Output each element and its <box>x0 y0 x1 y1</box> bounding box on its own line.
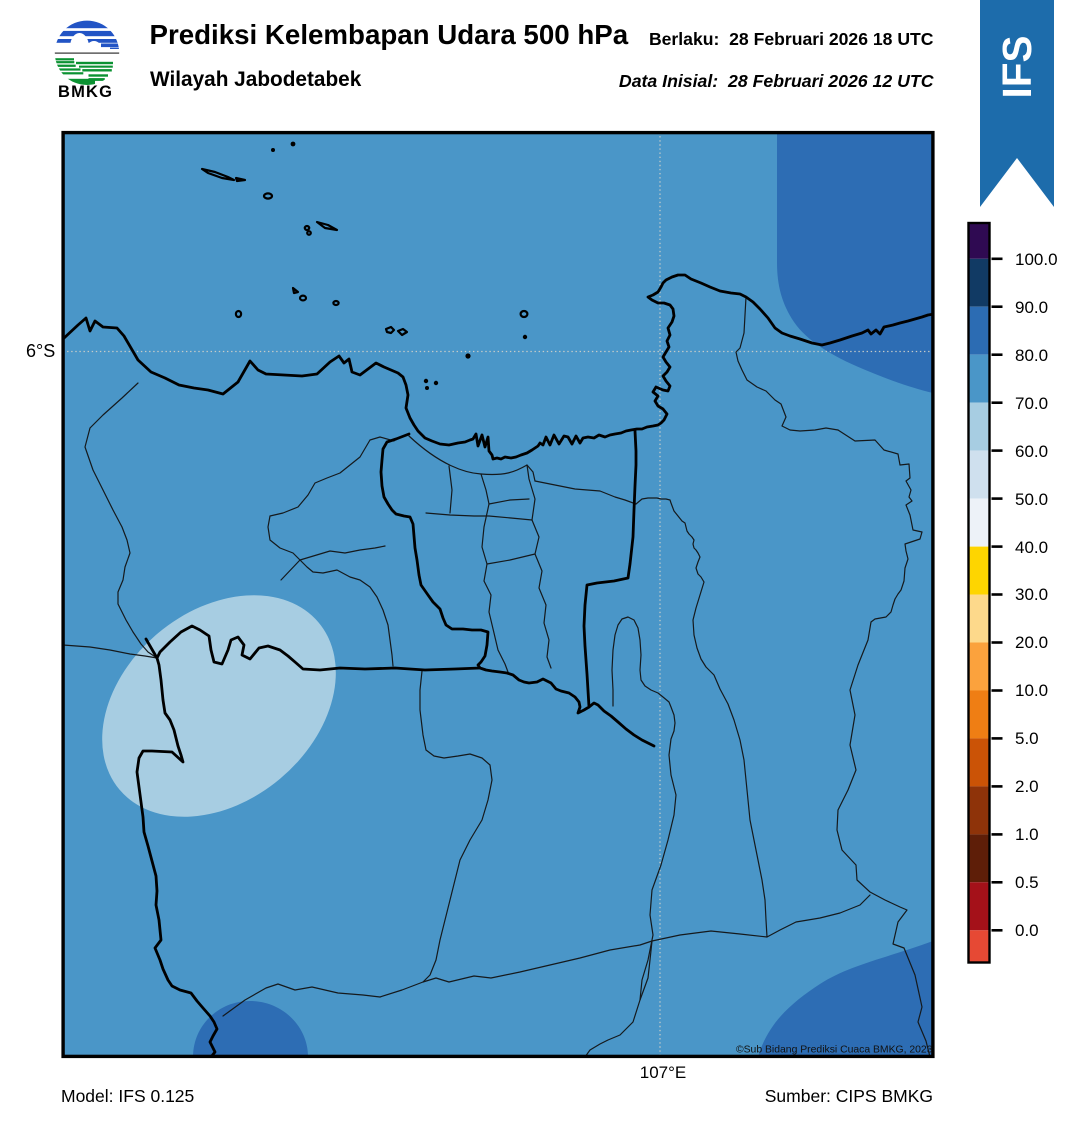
svg-text:IFS: IFS <box>994 35 1040 98</box>
svg-text:©Sub Bidang Prediksi Cuaca BMK: ©Sub Bidang Prediksi Cuaca BMKG, 2023 <box>736 1045 933 1056</box>
